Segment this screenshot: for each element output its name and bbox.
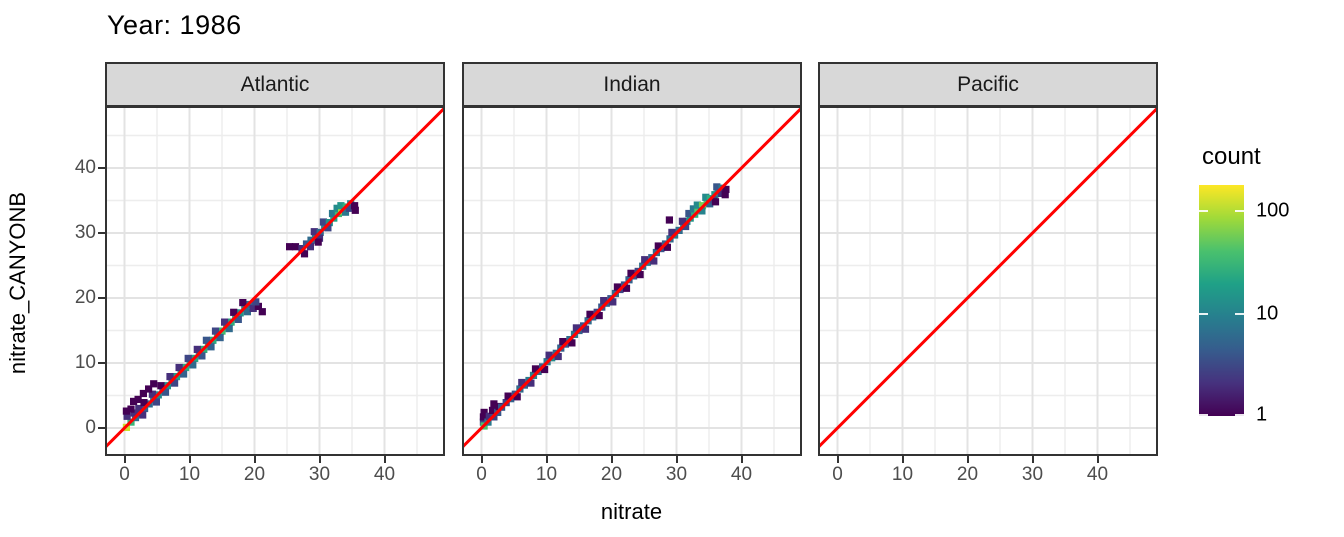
panel-canvas [464, 108, 800, 454]
legend-tick-label: 10 [1256, 302, 1279, 325]
legend-tick-label: 1 [1256, 403, 1268, 426]
x-tick-label: 20 [956, 464, 979, 485]
x-tick-mark [966, 456, 969, 463]
x-tick-mark [123, 456, 126, 463]
y-tick-label: 40 [74, 157, 96, 178]
y-tick-mark [98, 167, 105, 169]
x-tick-label: 10 [535, 464, 558, 485]
x-tick-mark [740, 456, 743, 463]
y-tick-mark [98, 362, 105, 364]
y-tick-mark [98, 427, 105, 429]
x-axis-title: nitrate [600, 499, 663, 524]
x-tick-mark [1096, 456, 1099, 463]
x-tick-label: 10 [891, 464, 914, 485]
panel-canvas [820, 108, 1156, 454]
x-tick-label: 0 [476, 464, 487, 485]
panel-canvas [107, 108, 443, 454]
x-tick-label: 10 [178, 464, 201, 485]
x-tick-label: 40 [730, 464, 753, 485]
legend-colorbar [1199, 185, 1244, 416]
x-tick-mark [901, 456, 904, 463]
x-tick-label: 20 [243, 464, 266, 485]
legend-tick-mark [1235, 414, 1244, 416]
panel-atlantic [105, 106, 445, 456]
x-tick-mark [383, 456, 386, 463]
facet-strip-pacific: Pacific [818, 62, 1158, 107]
facet-strip-label: Pacific [957, 72, 1019, 96]
plot-title: Year: 1986 [107, 10, 242, 40]
facet-strip-label: Indian [603, 72, 661, 96]
x-tick-label: 20 [600, 464, 623, 485]
y-tick-label: 30 [74, 222, 96, 243]
legend-tick-mark [1235, 210, 1244, 213]
legend-tick-mark [1235, 312, 1244, 315]
x-tick-mark [253, 456, 256, 463]
x-tick-mark [318, 456, 321, 463]
panel-pacific [818, 106, 1158, 456]
x-tick-label: 40 [1086, 464, 1109, 485]
legend-tick-mark [1199, 210, 1208, 213]
y-tick-label: 0 [85, 417, 96, 438]
y-tick-label: 10 [74, 352, 96, 373]
y-tick-mark [98, 297, 105, 299]
legend-title: count [1202, 143, 1261, 170]
x-tick-mark [480, 456, 483, 463]
x-tick-label: 30 [665, 464, 688, 485]
x-tick-mark [836, 456, 839, 463]
x-tick-mark [188, 456, 191, 463]
x-tick-label: 0 [119, 464, 130, 485]
facet-strip-atlantic: Atlantic [105, 62, 445, 107]
y-tick-mark [98, 232, 105, 234]
x-tick-label: 30 [308, 464, 331, 485]
x-tick-mark [675, 456, 678, 463]
legend-tick-label: 100 [1256, 199, 1290, 222]
legend-tick-mark [1199, 312, 1208, 315]
facet-strip-label: Atlantic [240, 72, 310, 96]
x-tick-mark [545, 456, 548, 463]
x-tick-label: 40 [373, 464, 396, 485]
y-axis-title: nitrate_CANYONB [5, 191, 30, 375]
x-tick-mark [610, 456, 613, 463]
x-tick-mark [1031, 456, 1034, 463]
panel-indian [462, 106, 802, 456]
x-tick-label: 30 [1021, 464, 1044, 485]
facet-strip-indian: Indian [462, 62, 802, 107]
y-tick-label: 20 [74, 287, 96, 308]
x-tick-label: 0 [832, 464, 843, 485]
legend-tick-mark [1199, 414, 1208, 416]
